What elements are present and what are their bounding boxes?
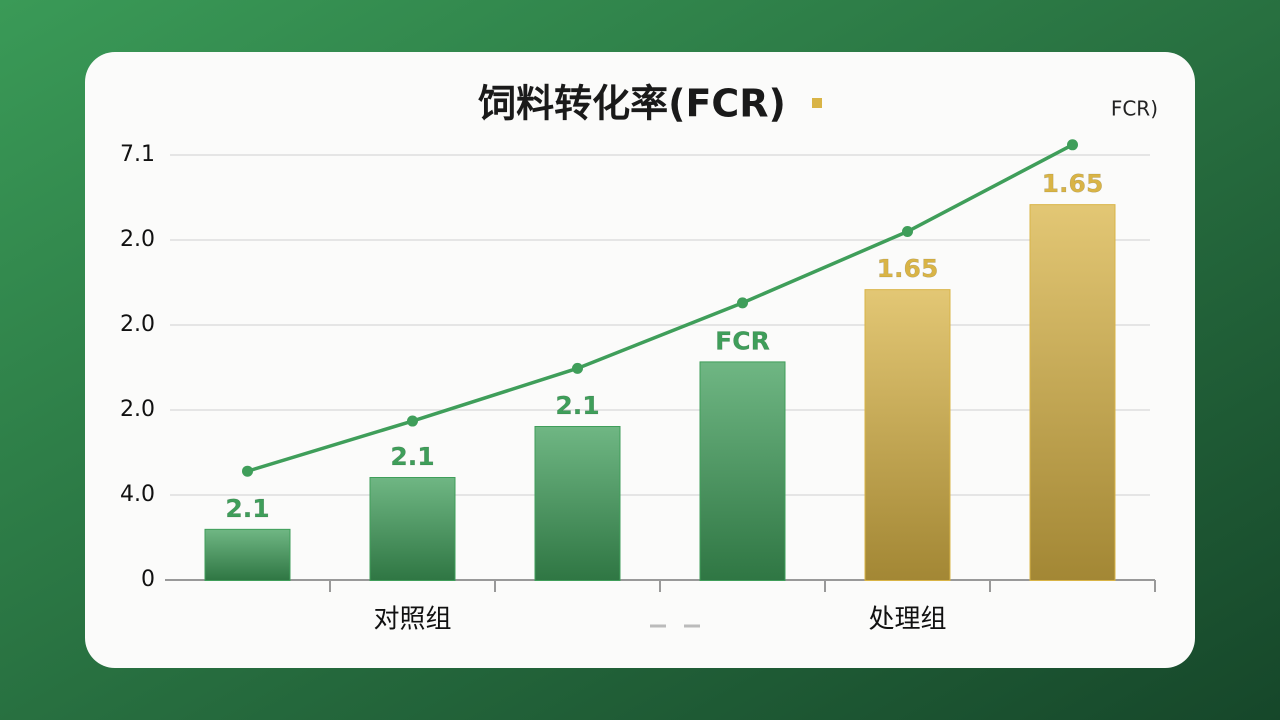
y-tick-label: 0 (141, 567, 155, 592)
line-point (1067, 139, 1078, 151)
line (246, 143, 1074, 473)
bar-label: 2.1 (555, 391, 599, 420)
line-point (242, 465, 253, 477)
bar-label: 1.65 (1042, 169, 1104, 198)
bar-label: FCR (715, 326, 770, 355)
chart-title: 饲料转化率(FCR) (478, 82, 786, 126)
y-tick-label: 2.0 (120, 227, 155, 252)
y-tick-label: 2.0 (120, 397, 155, 422)
line-point (737, 297, 748, 309)
bar-label: 2.1 (225, 494, 269, 523)
line-point (902, 226, 913, 237)
y-tick-label: 2.0 (120, 312, 155, 337)
bar-shade (865, 290, 950, 580)
legend-label: FCR) (1111, 97, 1158, 121)
bar-shade (535, 427, 620, 580)
bar-shade (1030, 205, 1115, 580)
x-tick-label: 对照组 (373, 605, 451, 635)
bar-shade (205, 529, 290, 580)
y-tick-label: 7.1 (120, 142, 155, 167)
bar-shade (370, 478, 455, 580)
bar-label: 1.65 (877, 254, 939, 283)
bar-label: 2.1 (390, 442, 434, 471)
line-point (407, 415, 418, 427)
legend-swatch (812, 98, 822, 108)
x-tick-label: 处理组 (868, 605, 946, 635)
y-tick-label: 4.0 (120, 482, 155, 507)
line-point (572, 362, 583, 374)
bar-shade (700, 362, 785, 580)
